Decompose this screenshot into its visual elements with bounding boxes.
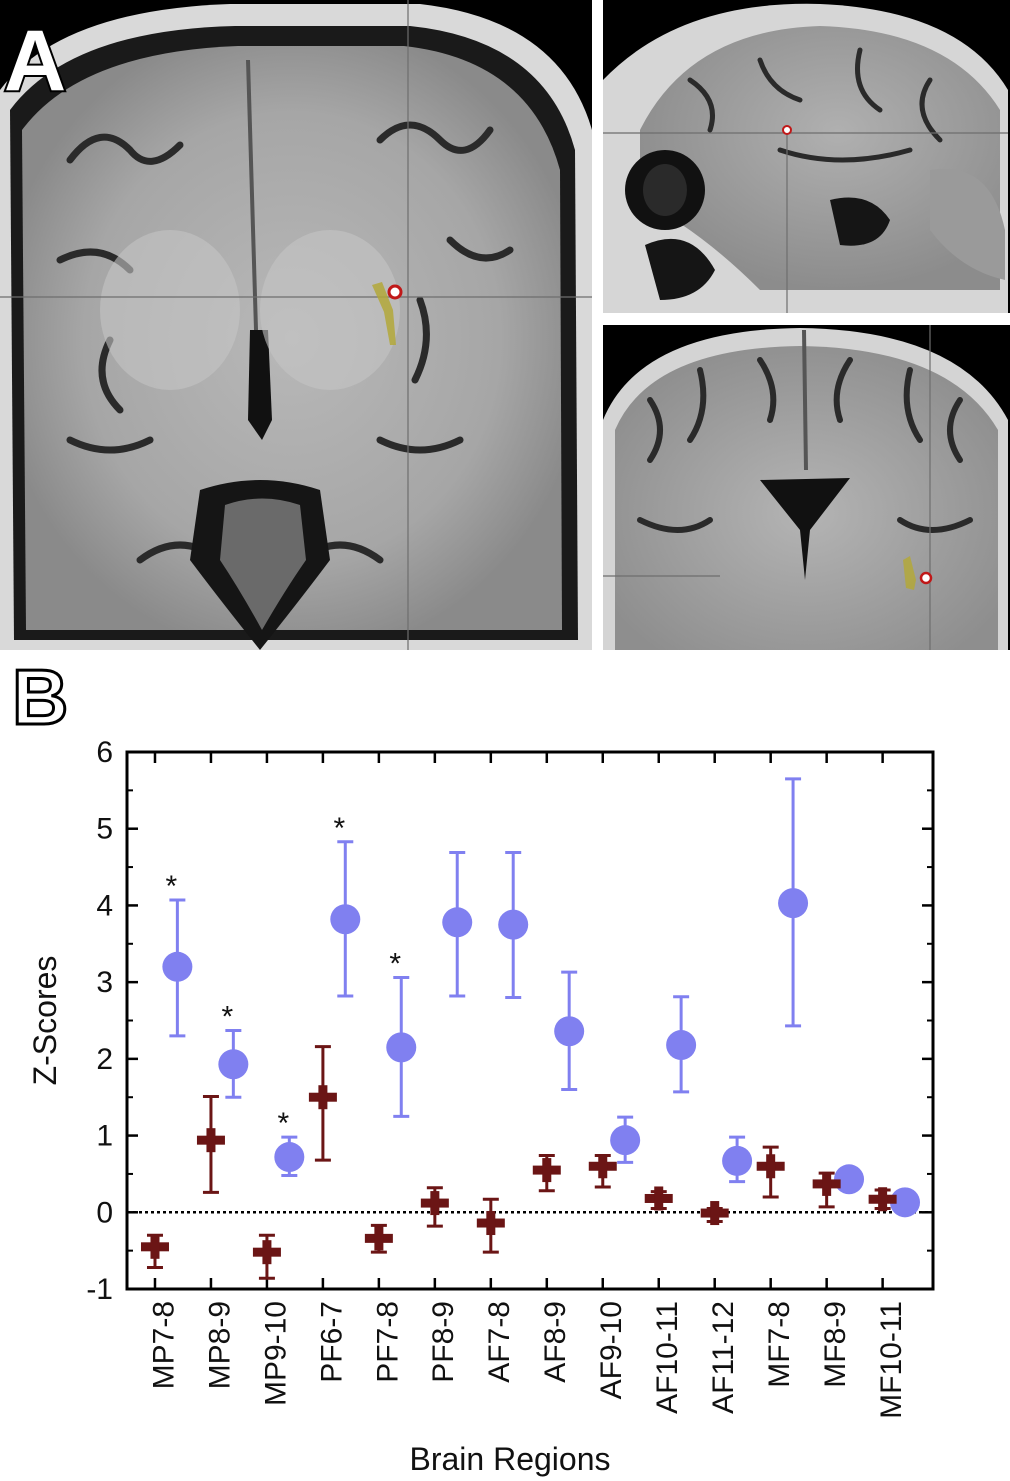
coronal-slice-image xyxy=(603,325,1010,650)
x-category-label: AF10-11 xyxy=(651,1301,684,1414)
data-point-circle xyxy=(162,951,193,982)
data-point-cross-v xyxy=(542,1158,552,1183)
y-tick-label: 3 xyxy=(96,966,113,999)
data-point-cross-v xyxy=(262,1240,272,1265)
axial-slice-image xyxy=(0,0,592,650)
data-point-cross-v xyxy=(598,1154,608,1179)
significance-star: * xyxy=(222,1000,234,1033)
x-category-label: AF7-8 xyxy=(483,1301,516,1383)
data-point-circle xyxy=(386,1032,417,1063)
significance-star: * xyxy=(333,812,345,845)
significance-star: * xyxy=(166,870,178,903)
data-point-circle xyxy=(274,1142,305,1173)
data-point-circle xyxy=(442,907,473,938)
x-axis-title: Brain Regions xyxy=(410,1441,611,1477)
x-category-label: PF8-9 xyxy=(427,1301,460,1383)
x-category-label: AF11-12 xyxy=(707,1301,740,1414)
panel-label-b: B xyxy=(12,653,68,741)
x-category-label: MF8-9 xyxy=(819,1301,852,1388)
data-point-circle xyxy=(834,1164,865,1195)
data-point-circle xyxy=(666,1030,697,1061)
significance-star: * xyxy=(389,948,401,981)
data-point-cross-v xyxy=(318,1085,328,1110)
significance-star: * xyxy=(277,1107,289,1140)
data-point-cross-v xyxy=(430,1191,440,1216)
x-category-label: MP9-10 xyxy=(259,1301,292,1406)
data-point-cross-v xyxy=(150,1234,160,1259)
y-axis-title: Z-Scores xyxy=(27,956,63,1086)
x-category-label: PF7-8 xyxy=(371,1301,404,1383)
data-point-cross-v xyxy=(822,1171,832,1196)
x-category-label: MP7-8 xyxy=(147,1301,180,1389)
data-point-cross-v xyxy=(374,1226,384,1251)
y-tick-label: 4 xyxy=(96,889,113,922)
y-tick-label: 5 xyxy=(96,813,113,846)
data-point-circle xyxy=(722,1145,753,1176)
zscore-chart: B -1 0 1 2 3 4 5 6 MP7-8 MP8-9 MP9-10 PF6-7 PF7-8 PF8… xyxy=(11,652,935,1477)
x-category-label: MP8-9 xyxy=(203,1301,236,1389)
x-category-label: MF7-8 xyxy=(763,1301,796,1388)
x-category-label: MF10-11 xyxy=(875,1301,908,1419)
data-point-circle xyxy=(498,909,529,940)
y-tick-label: 0 xyxy=(96,1196,113,1229)
y-tick-label: -1 xyxy=(86,1273,113,1306)
data-point-cross-v xyxy=(710,1201,720,1226)
data-point-cross-v xyxy=(766,1154,776,1179)
data-point-cross-v xyxy=(486,1211,496,1236)
data-point-circle xyxy=(554,1016,585,1047)
plot-frame xyxy=(125,750,935,1291)
data-point-circle xyxy=(610,1125,641,1156)
data-point-cross-v xyxy=(878,1187,888,1212)
y-tick-label: 2 xyxy=(96,1043,113,1076)
data-point-cross-v xyxy=(206,1128,216,1153)
x-category-label: PF6-7 xyxy=(315,1301,348,1383)
data-point-circle xyxy=(330,904,361,935)
data-point-cross-v xyxy=(654,1186,664,1211)
mri-panel: A xyxy=(0,0,1010,650)
data-point-circle xyxy=(890,1187,921,1218)
sagittal-slice-image xyxy=(603,0,1010,314)
data-point-circle xyxy=(778,888,809,919)
y-tick-label: 6 xyxy=(96,736,113,769)
x-category-label: AF9-10 xyxy=(595,1301,628,1399)
x-category-label: AF8-9 xyxy=(539,1301,572,1383)
y-tick-label: 1 xyxy=(96,1120,113,1153)
plot-area: -1 0 1 2 3 4 5 6 MP7-8 MP8-9 MP9-10 PF6-7 PF7-8 PF8-9… xyxy=(27,736,935,1477)
data-point-circle xyxy=(218,1049,249,1080)
panel-label-a: A xyxy=(4,13,66,109)
